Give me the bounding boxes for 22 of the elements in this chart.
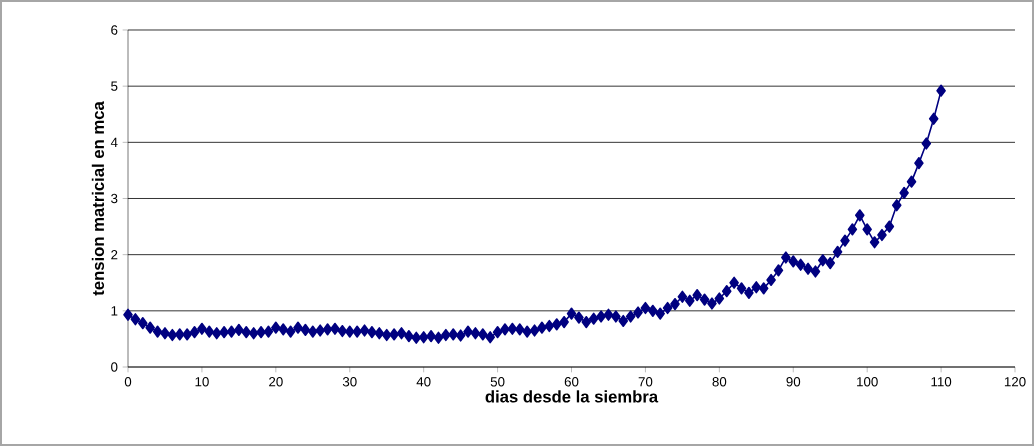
y-tick-label: 4 <box>110 137 118 147</box>
x-tick-label: 50 <box>490 377 505 387</box>
y-tick-label: 3 <box>111 193 118 204</box>
x-tick-label: 30 <box>342 377 357 387</box>
y-axis-title: tension matricial en mca <box>91 101 105 296</box>
x-tick-label: 90 <box>786 377 801 387</box>
y-tick-label: 5 <box>111 81 118 91</box>
x-tick-label: 80 <box>712 377 727 387</box>
x-axis-title: dias desde la siembra <box>485 390 659 403</box>
x-tick-label: 120 <box>1004 377 1026 387</box>
x-tick-label: 100 <box>857 377 878 387</box>
x-tick-label: 10 <box>195 377 209 387</box>
y-tick-label: 2 <box>111 250 118 260</box>
x-tick-label: 0 <box>124 377 132 387</box>
x-tick-label: 60 <box>564 377 579 387</box>
x-tick-label: 70 <box>638 377 653 387</box>
y-tick-label: 0 <box>111 362 118 372</box>
x-tick-label: 40 <box>416 377 431 387</box>
x-tick-label: 110 <box>931 377 952 387</box>
y-tick-label: 6 <box>111 25 118 35</box>
x-tick-label: 20 <box>269 377 283 387</box>
y-tick-label: 1 <box>111 306 118 316</box>
